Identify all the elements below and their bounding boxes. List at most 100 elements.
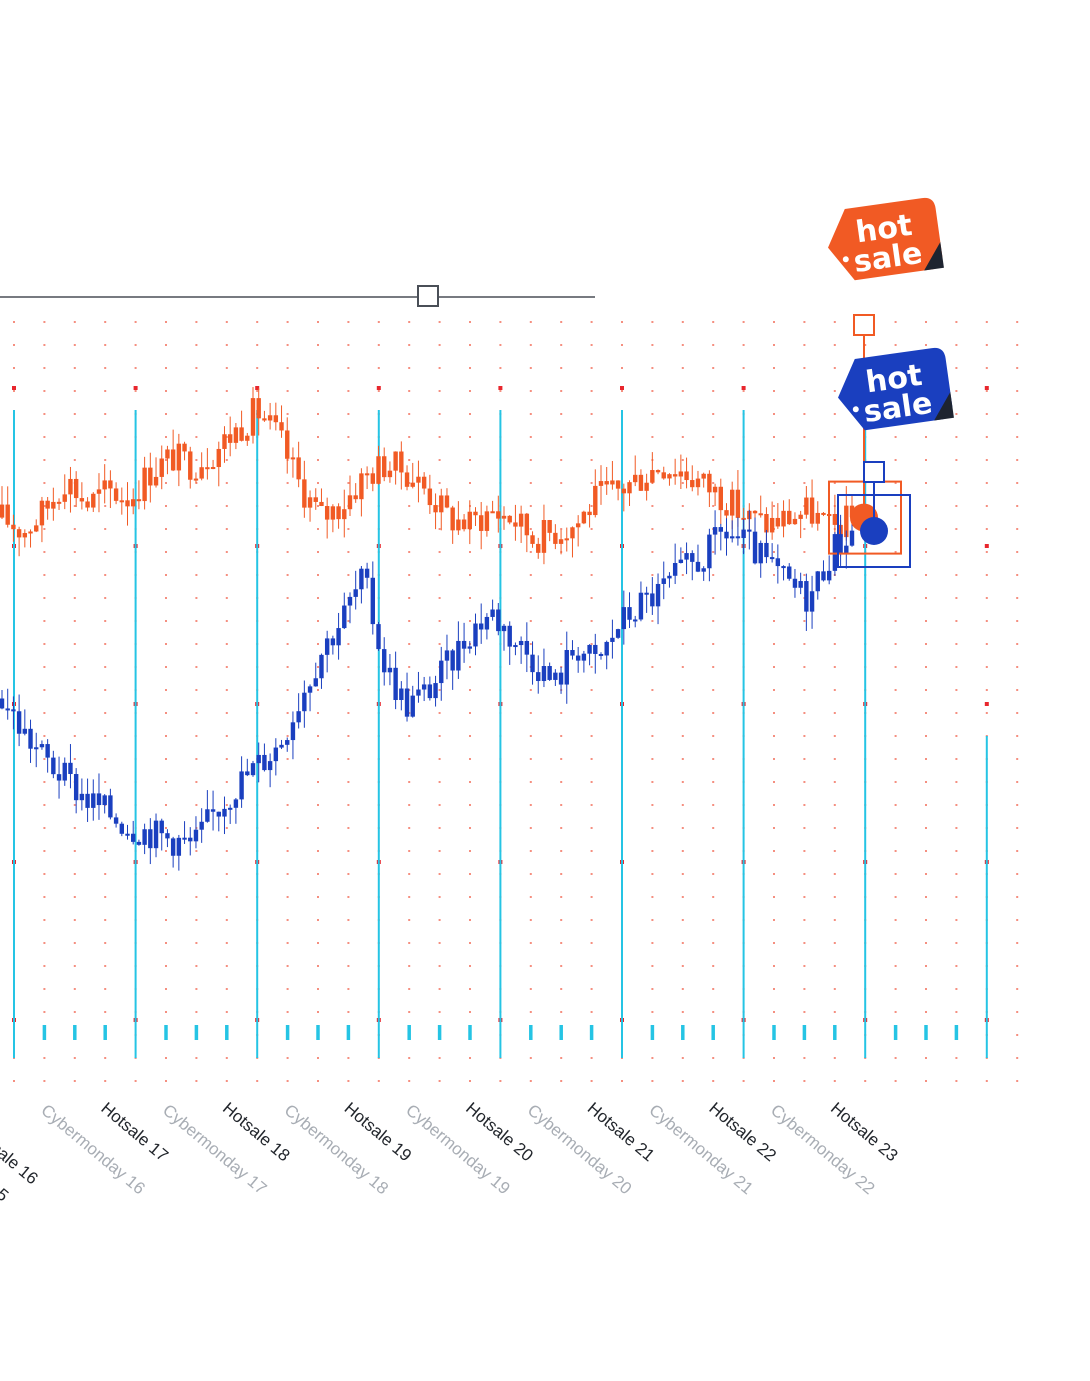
grid-dot	[469, 850, 471, 852]
candle-body	[239, 427, 244, 441]
candle-body	[638, 592, 644, 620]
grid-dot	[43, 367, 46, 369]
candle-body	[781, 510, 786, 527]
range-slider-handle[interactable]	[417, 285, 439, 307]
candle-body	[433, 505, 438, 513]
grid-dot	[286, 896, 289, 898]
range-slider[interactable]	[0, 285, 595, 307]
grid-dot	[803, 873, 806, 875]
grid-dot	[438, 804, 441, 806]
grid-dot	[621, 1080, 623, 1082]
grid-dot	[225, 666, 228, 668]
grid-dot	[651, 574, 654, 576]
grid-dot	[408, 735, 411, 737]
hot-sale-logo-blue: hot sale	[838, 347, 954, 431]
grid-dot	[469, 344, 471, 346]
grid-dot	[529, 1057, 532, 1059]
grid-dot	[408, 597, 411, 599]
grid-dot	[925, 597, 927, 599]
grid-dot	[43, 873, 46, 875]
grid-dot	[195, 988, 198, 990]
grid-dot	[73, 574, 76, 576]
grid-dot	[225, 919, 228, 921]
grid-dot	[925, 896, 927, 898]
grid-dot	[560, 597, 563, 599]
grid-dot	[43, 666, 46, 668]
grid-dot	[773, 827, 775, 829]
candle-body	[821, 571, 826, 581]
grid-dot	[73, 1011, 76, 1013]
grid-dot	[438, 551, 441, 553]
candle-body	[330, 638, 336, 646]
candle-body	[359, 568, 364, 590]
grid-dot	[894, 988, 897, 990]
candle-body	[347, 495, 353, 510]
grid-dot	[73, 643, 76, 645]
grid-dot	[712, 873, 715, 875]
grid-dot	[651, 367, 654, 369]
grid-dot	[1016, 643, 1019, 645]
candle-body	[741, 529, 746, 539]
candle-body	[712, 486, 718, 493]
candle-body	[28, 728, 33, 749]
candle-body	[684, 471, 689, 481]
grid-dot	[955, 1011, 958, 1013]
grid-major-dot	[984, 544, 989, 548]
grid-dot	[225, 390, 228, 392]
grid-dot	[134, 390, 137, 392]
candle-body	[496, 511, 501, 519]
grid-dot	[712, 436, 715, 438]
grid-dot	[43, 804, 46, 806]
grid-dot	[651, 620, 654, 622]
grid-dot	[195, 689, 198, 691]
blue-current-dot	[860, 517, 888, 545]
grid-dot	[104, 919, 107, 921]
grid-dot	[529, 482, 532, 484]
grid-dot	[925, 804, 927, 806]
grid-dot	[225, 1011, 228, 1013]
candle-body	[707, 534, 712, 569]
grid-dot	[438, 735, 441, 737]
candle-body	[650, 593, 655, 607]
grid-dot	[529, 781, 532, 783]
candle-body	[467, 646, 472, 649]
grid-dot	[651, 988, 654, 990]
grid-dot	[165, 528, 167, 530]
grid-dot	[712, 781, 715, 783]
grid-dot	[469, 459, 471, 461]
candle-body	[832, 534, 838, 571]
grid-dot	[925, 1011, 927, 1013]
grid-dot	[773, 1011, 775, 1013]
candle-body	[478, 623, 484, 630]
grid-dot	[529, 321, 532, 323]
grid-dot	[712, 758, 715, 760]
grid-dot	[165, 505, 167, 507]
grid-dot	[925, 1057, 927, 1059]
grid-dot	[742, 1080, 745, 1082]
candle-body	[747, 529, 752, 532]
grid-dot	[833, 896, 836, 898]
grid-dot	[438, 1011, 441, 1013]
candle-body	[136, 499, 142, 502]
grid-dot	[73, 505, 76, 507]
grid-dot	[955, 735, 958, 737]
grid-dot	[529, 459, 532, 461]
grid-dot	[925, 942, 927, 944]
grid-dot	[925, 482, 927, 484]
candle-body	[85, 501, 90, 508]
grid-dot	[317, 574, 319, 576]
grid-dot	[955, 597, 958, 599]
grid-dot	[104, 413, 107, 415]
candle-body	[832, 514, 838, 525]
grid-dot	[43, 436, 46, 438]
grid-dot	[347, 988, 350, 990]
grid-dot	[773, 666, 775, 668]
grid-dot	[560, 988, 563, 990]
grid-dot	[1016, 574, 1019, 576]
grid-dot	[469, 597, 471, 599]
grid-dot	[712, 666, 715, 668]
grid-dot	[347, 482, 350, 484]
grid-dot	[681, 321, 684, 323]
grid-dot	[681, 1080, 684, 1082]
grid-dot	[985, 574, 988, 576]
